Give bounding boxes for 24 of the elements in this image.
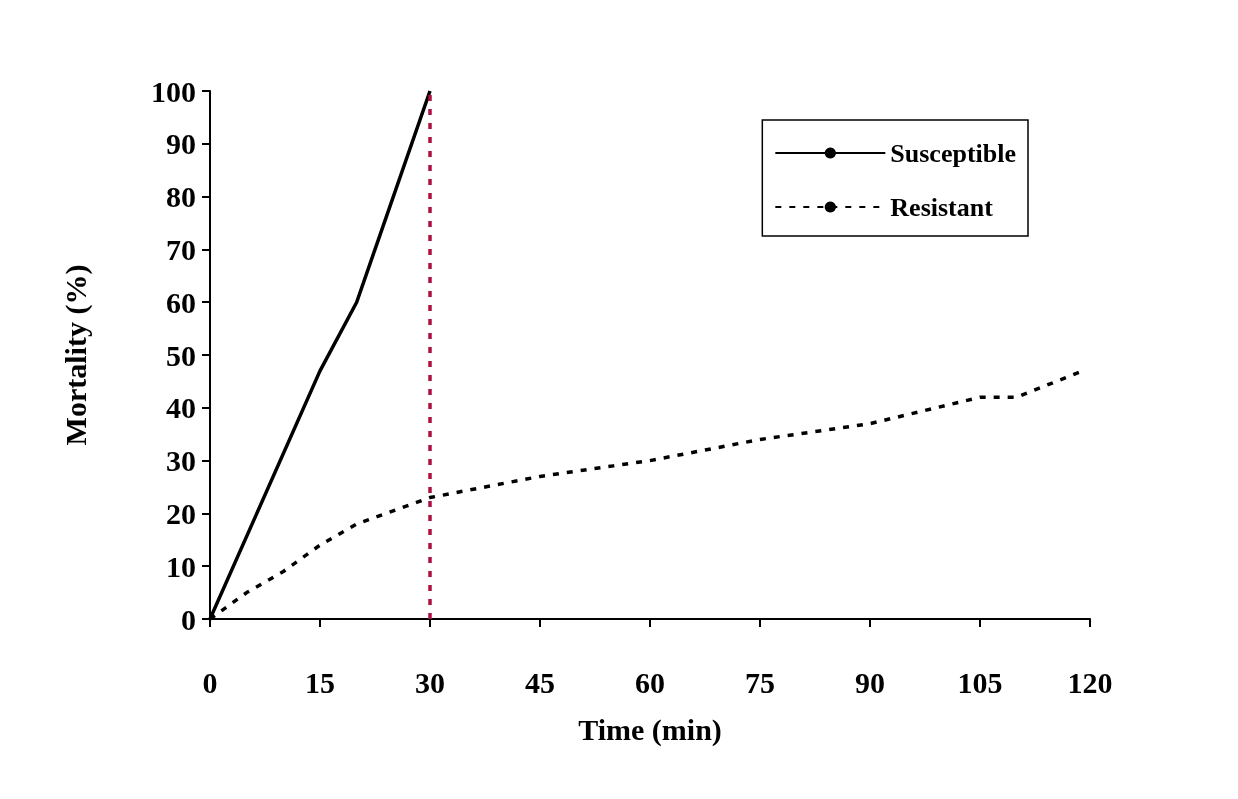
y-tick-label: 40 <box>166 391 196 425</box>
x-axis-title: Time (min) <box>578 712 722 747</box>
x-tick-label: 90 <box>855 665 885 699</box>
y-axis-title: Mortality (%) <box>58 264 93 446</box>
x-tick-label: 30 <box>415 665 445 699</box>
y-tick-label: 10 <box>166 549 196 583</box>
x-tick-label: 105 <box>957 665 1003 699</box>
x-tick-label: 15 <box>305 665 335 699</box>
y-tick-label: 30 <box>166 444 196 478</box>
legend-label: Susceptible <box>890 138 1016 168</box>
y-tick-label: 20 <box>166 496 196 530</box>
x-tick-label: 120 <box>1067 665 1113 699</box>
x-tick-label: 75 <box>745 665 775 699</box>
y-tick-label: 60 <box>166 285 196 319</box>
y-tick-label: 90 <box>166 127 196 161</box>
y-tick-label: 100 <box>151 74 196 108</box>
x-tick-label: 60 <box>635 665 665 699</box>
y-tick-label: 80 <box>166 180 196 214</box>
legend-label: Resistant <box>890 192 994 222</box>
x-tick-label: 0 <box>202 665 218 699</box>
y-tick-label: 50 <box>166 338 196 372</box>
y-tick-label: 70 <box>166 232 196 266</box>
x-tick-label: 45 <box>525 665 555 699</box>
y-tick-label: 0 <box>181 602 196 636</box>
